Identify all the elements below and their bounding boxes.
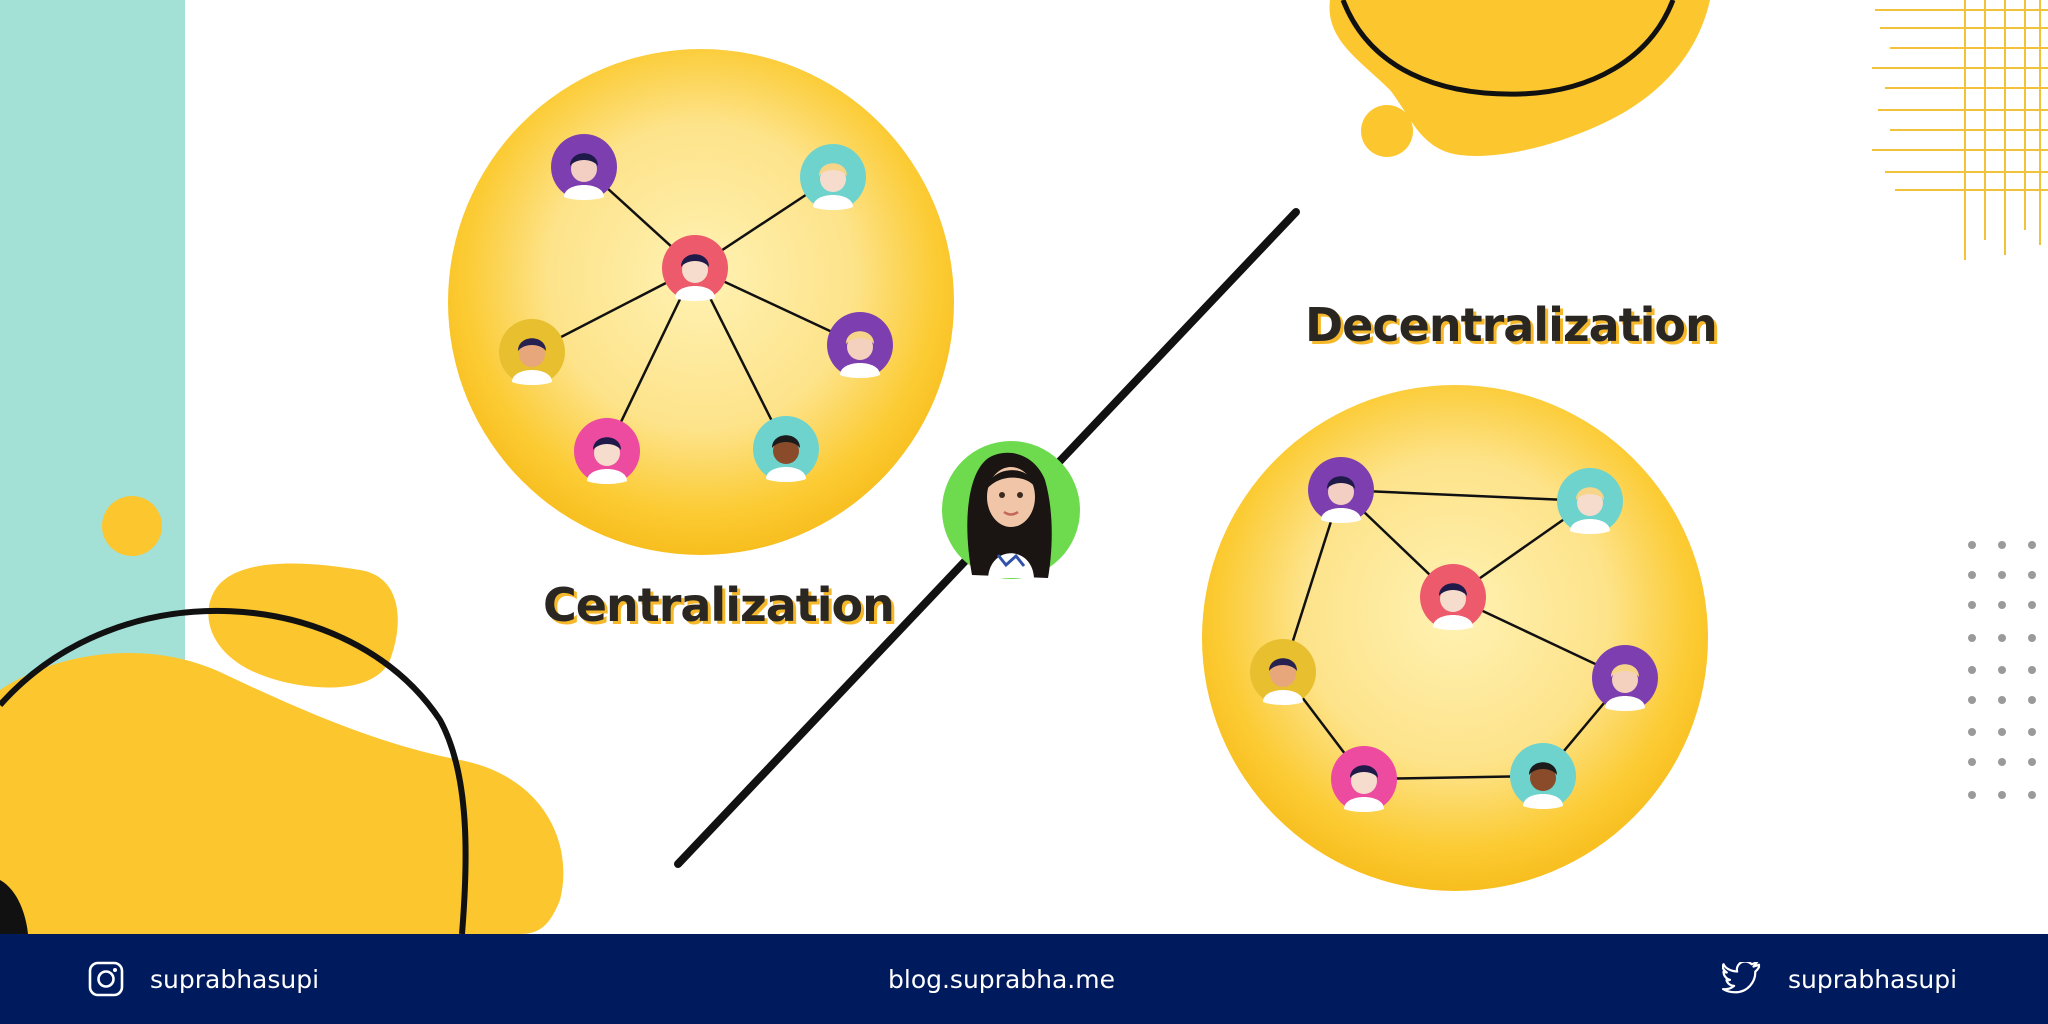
- hub-node: [662, 235, 728, 301]
- gold-line-pattern: [1872, 0, 2048, 260]
- decentralized-circle: [1202, 385, 1708, 891]
- dark-corner-shape: [0, 880, 28, 934]
- connection-line: [1340, 488, 1591, 503]
- yellow-dot-top: [1361, 105, 1413, 157]
- background-decoration: [0, 0, 2048, 934]
- outline-circle-bottom-left: [0, 608, 469, 934]
- yellow-dot-left: [102, 496, 162, 556]
- hub-node: [1420, 564, 1486, 630]
- instagram-icon: [88, 961, 124, 997]
- twitter-handle: suprabhasupi: [1788, 964, 1958, 994]
- user-node: [499, 319, 565, 385]
- centralization-label: Centralization: [543, 578, 895, 632]
- twitter-icon: [1722, 962, 1761, 994]
- yellow-blob-top: [1329, 0, 1710, 156]
- user-node: [551, 134, 617, 200]
- network-diagrams: [448, 49, 1708, 891]
- footer-bar: suprabhasupi blog.suprabha.me suprabhasu…: [0, 934, 2048, 1024]
- instagram-handle: suprabhasupi: [150, 964, 320, 994]
- user-node: [827, 312, 893, 378]
- author-avatar: [942, 441, 1080, 579]
- teal-band: [0, 0, 185, 720]
- user-node: [1592, 645, 1658, 711]
- user-node: [1557, 468, 1623, 534]
- user-node: [753, 416, 819, 482]
- yellow-blob-bottom-left: [0, 652, 564, 934]
- user-node: [800, 144, 866, 210]
- outline-circle-top: [1340, 0, 1676, 97]
- blog-link[interactable]: blog.suprabha.me: [888, 934, 1115, 1024]
- dot-grid: [1968, 541, 2036, 799]
- user-node: [1331, 746, 1397, 812]
- centralized-circle: [448, 49, 954, 555]
- blog-url: blog.suprabha.me: [888, 964, 1115, 994]
- user-node: [574, 418, 640, 484]
- user-node: [1250, 639, 1316, 705]
- twitter-link[interactable]: suprabhasupi: [1722, 934, 1957, 1024]
- user-node: [1308, 457, 1374, 523]
- user-node: [1510, 743, 1576, 809]
- instagram-link[interactable]: suprabhasupi: [88, 934, 319, 1024]
- decentralization-label: Decentralization: [1305, 298, 1718, 352]
